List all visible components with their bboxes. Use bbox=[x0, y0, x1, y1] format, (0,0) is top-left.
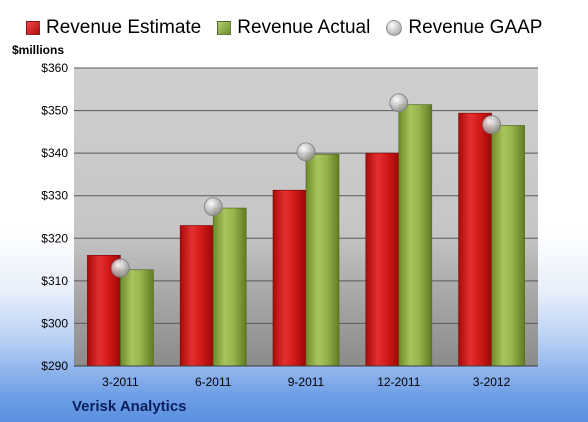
bar-revenue-actual bbox=[212, 207, 247, 367]
bar-revenue-actual bbox=[491, 125, 525, 367]
y-tick-label: $310 bbox=[41, 274, 68, 288]
gaap-markers bbox=[111, 93, 502, 278]
y-tick-label: $330 bbox=[41, 189, 68, 203]
legend-swatch-actual bbox=[217, 21, 232, 35]
bar-revenue-actual bbox=[398, 104, 433, 367]
x-tick-label: 6-2011 bbox=[195, 375, 232, 389]
y-axis-ticks: $290 $300 $310 $320 $330 $340 $350 $360 bbox=[41, 61, 68, 373]
legend-item-gaap: Revenue GAAP bbox=[386, 17, 542, 39]
legend-swatch-estimate bbox=[26, 21, 40, 35]
y-axis-unit-label: $millions bbox=[12, 43, 65, 57]
x-tick-label: 9-2011 bbox=[288, 375, 325, 389]
legend-label-gaap: Revenue GAAP bbox=[408, 17, 543, 38]
x-tick-label: 3-2012 bbox=[473, 375, 511, 389]
bar-revenue-estimate bbox=[458, 112, 492, 367]
bar-revenue-estimate bbox=[179, 225, 214, 367]
x-tick-label: 3-2011 bbox=[102, 375, 139, 389]
y-tick-label: $300 bbox=[41, 316, 68, 330]
legend-marker-gaap bbox=[386, 20, 403, 36]
legend-item-estimate: Revenue Estimate bbox=[26, 17, 201, 39]
y-tick-label: $320 bbox=[41, 231, 68, 245]
legend-label-actual: Revenue Actual bbox=[237, 17, 371, 38]
legend: Revenue Estimate Revenue Actual Revenue … bbox=[26, 14, 558, 42]
legend-label-estimate: Revenue Estimate bbox=[46, 17, 202, 38]
x-tick-label: 12-2011 bbox=[377, 375, 420, 389]
marker-revenue-gaap bbox=[389, 93, 409, 113]
legend-item-actual: Revenue Actual bbox=[217, 17, 370, 39]
bar-revenue-actual bbox=[120, 269, 154, 367]
x-axis-ticks: 3-2011 6-2011 9-2011 12-2011 3-2012 bbox=[74, 365, 538, 389]
marker-revenue-gaap bbox=[111, 258, 130, 278]
y-tick-label: $350 bbox=[41, 104, 68, 118]
bar-revenue-estimate bbox=[272, 189, 307, 367]
bar-revenue-estimate bbox=[365, 152, 400, 367]
y-tick-label: $290 bbox=[41, 359, 68, 373]
marker-revenue-gaap bbox=[482, 115, 502, 135]
marker-revenue-gaap bbox=[296, 142, 316, 162]
marker-revenue-gaap bbox=[203, 197, 223, 217]
bar-revenue-actual bbox=[305, 154, 340, 367]
y-tick-label: $340 bbox=[41, 146, 68, 160]
y-tick-label: $360 bbox=[41, 61, 68, 75]
company-name: Verisk Analytics bbox=[72, 398, 187, 415]
